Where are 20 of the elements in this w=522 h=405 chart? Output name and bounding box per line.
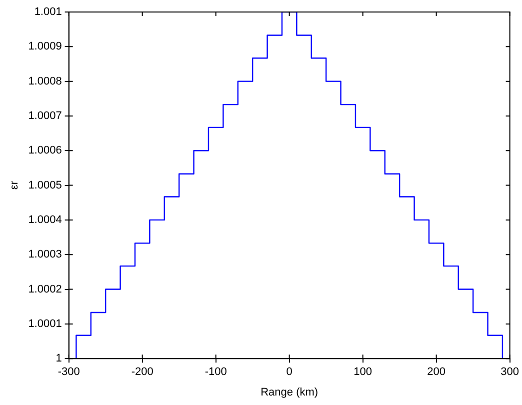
x-axis-title: Range (km) xyxy=(260,386,318,398)
x-tick-label: -200 xyxy=(131,366,154,378)
x-tick-label: 300 xyxy=(500,366,520,378)
y-tick-label: 1.0001 xyxy=(28,318,62,330)
y-tick-label: 1.0008 xyxy=(28,75,62,88)
y-tick-label: 1.0009 xyxy=(28,40,62,53)
y-tick-label: 1.0003 xyxy=(28,248,62,261)
x-tick-label: -100 xyxy=(204,366,227,378)
x-tick-label: -300 xyxy=(58,366,80,378)
y-tick-label: 1.0004 xyxy=(28,214,62,226)
y-tick-label: 1.0006 xyxy=(28,144,62,157)
y-tick-label: 1 xyxy=(56,352,62,365)
y-tick-label: 1.001 xyxy=(34,6,62,18)
x-tick-label: 200 xyxy=(427,366,446,378)
y-axis-title: εr xyxy=(8,180,21,190)
y-tick-label: 1.0007 xyxy=(28,110,62,122)
y-tick-label: 1.0002 xyxy=(28,283,62,296)
x-tick-label: 100 xyxy=(354,366,372,378)
x-tick-label: 0 xyxy=(286,366,292,378)
y-tick-label: 1.0005 xyxy=(28,179,62,192)
